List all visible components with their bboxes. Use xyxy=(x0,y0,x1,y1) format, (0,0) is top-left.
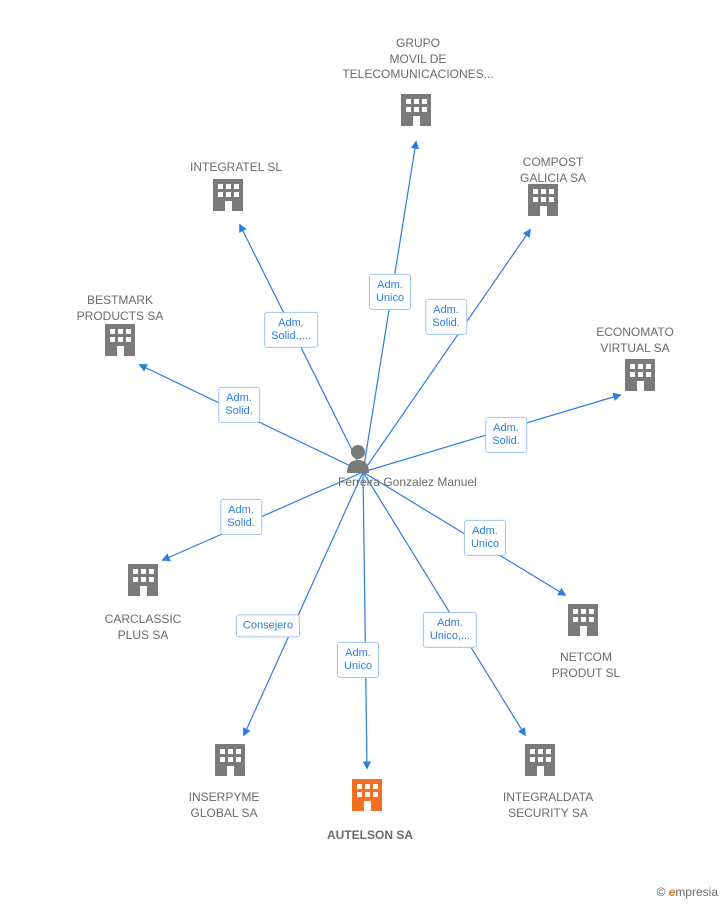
building-icon-grupo xyxy=(401,94,431,126)
node-label-grupo: GRUPO MOVIL DE TELECOMUNICACIONES... xyxy=(342,36,493,83)
person-icon xyxy=(347,445,369,473)
network-canvas xyxy=(0,0,728,905)
node-label-integraldata: INTEGRALDATA SECURITY SA xyxy=(503,790,593,821)
brand-rest: mpresia xyxy=(675,885,718,899)
copyright-symbol: © xyxy=(656,885,665,899)
edge-label-integratel: Adm. Solid.,... xyxy=(264,312,318,348)
building-icon-integratel xyxy=(213,179,243,211)
node-label-carclassic: CARCLASSIC PLUS SA xyxy=(105,612,182,643)
edge-label-bestmark: Adm. Solid. xyxy=(218,387,260,423)
edge-inserpyme xyxy=(244,472,363,735)
copyright: © empresia xyxy=(656,885,718,899)
edge-label-integraldata: Adm. Unico,... xyxy=(423,612,477,648)
node-label-netcom: NETCOM PRODUT SL xyxy=(552,650,620,681)
edge-label-grupo: Adm. Unico xyxy=(369,274,411,310)
edge-carclassic xyxy=(163,472,363,560)
building-icon-netcom xyxy=(568,604,598,636)
edge-integratel xyxy=(240,225,363,472)
node-label-economato: ECONOMATO VIRTUAL SA xyxy=(596,325,674,356)
edge-label-economato: Adm. Solid. xyxy=(485,417,527,453)
building-icon-integraldata xyxy=(525,744,555,776)
node-label-integratel: INTEGRATEL SL xyxy=(190,160,282,176)
edge-label-compost: Adm. Solid. xyxy=(425,299,467,335)
node-label-bestmark: BESTMARK PRODUCTS SA xyxy=(77,293,164,324)
edge-label-autelson: Adm. Unico xyxy=(337,642,379,678)
edge-integraldata xyxy=(363,472,525,735)
node-label-inserpyme: INSERPYME GLOBAL SA xyxy=(189,790,260,821)
building-icon-compost xyxy=(528,184,558,216)
building-icon-economato xyxy=(625,359,655,391)
node-label-compost: COMPOST GALICIA SA xyxy=(520,155,586,186)
building-icon-bestmark xyxy=(105,324,135,356)
building-icon-inserpyme xyxy=(215,744,245,776)
building-icon-carclassic xyxy=(128,564,158,596)
edge-label-inserpyme: Consejero xyxy=(236,614,300,637)
center-label: Ferreira Gonzalez Manuel xyxy=(338,475,477,491)
edge-autelson xyxy=(363,472,367,768)
building-icon-autelson xyxy=(352,779,382,811)
edge-label-netcom: Adm. Unico xyxy=(464,520,506,556)
edge-label-carclassic: Adm. Solid. xyxy=(220,499,262,535)
node-label-autelson: AUTELSON SA xyxy=(327,828,413,844)
